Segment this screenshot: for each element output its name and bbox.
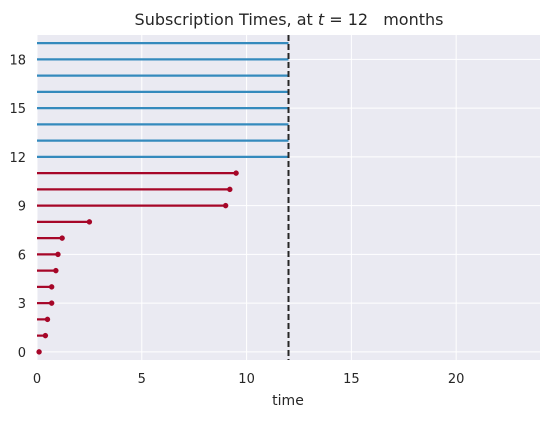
x-tick-label: 20 — [448, 372, 465, 387]
chart-title-suffix: months — [383, 10, 443, 29]
y-tick-label: 6 — [18, 248, 26, 263]
x-tick-label: 15 — [343, 372, 360, 387]
lifeline-event-marker — [53, 267, 59, 274]
lifeline-event-marker — [227, 186, 233, 193]
x-tick-label: 0 — [33, 372, 41, 387]
x-axis-label: time — [272, 393, 304, 409]
x-tick-label: 10 — [238, 372, 255, 387]
chart-title-prefix: Subscription Times, at — [135, 10, 318, 29]
chart-title-equals: = 12 — [324, 10, 368, 29]
lifeline-event-marker — [59, 235, 65, 241]
y-axis-ticks: 0 3 6 9 12 15 18 — [9, 53, 26, 361]
lifeline-event-marker — [44, 316, 51, 323]
chart-title: Subscription Times, at t = 12 months — [135, 10, 444, 29]
lifelines — [36, 42, 289, 355]
chart-title-variable: t — [318, 10, 325, 29]
y-tick-label: 12 — [9, 151, 26, 166]
x-tick-label: 5 — [138, 372, 146, 387]
lifeline-event-marker — [48, 300, 55, 306]
lifeline-event-marker — [48, 284, 55, 290]
lifeline-event-marker — [55, 251, 61, 258]
lifeline-event-marker — [233, 170, 239, 176]
y-tick-label: 15 — [9, 102, 26, 117]
y-tick-label: 18 — [9, 53, 26, 68]
y-tick-label: 9 — [18, 200, 26, 215]
y-tick-label: 3 — [18, 297, 26, 312]
x-axis-ticks: 0 5 10 15 20 — [33, 372, 465, 387]
lifeline-event-marker — [86, 219, 93, 225]
lifeline-event-marker — [222, 202, 229, 209]
y-tick-label: 0 — [18, 346, 26, 361]
lifeline-event-marker — [36, 349, 42, 355]
lifeline-event-marker — [42, 332, 49, 339]
